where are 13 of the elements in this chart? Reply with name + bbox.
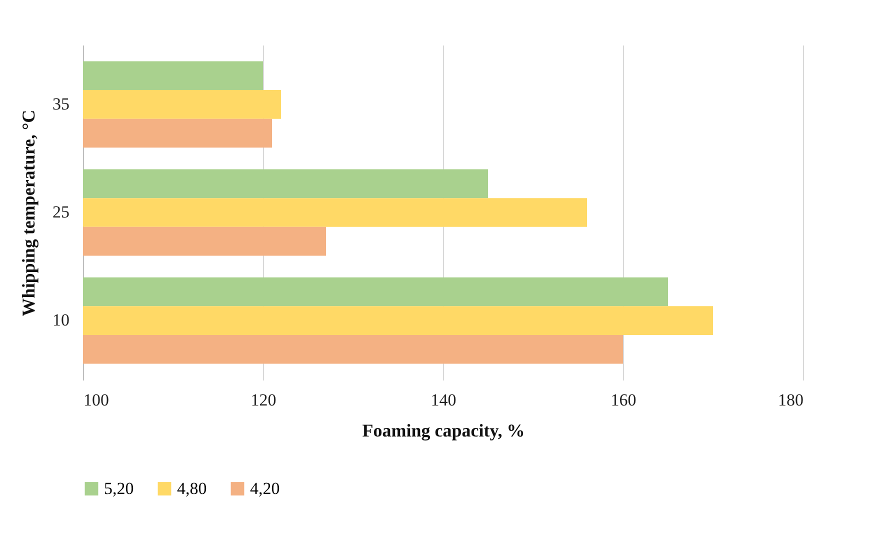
x-tick-label: 180	[778, 390, 804, 410]
x-tick-label: 100	[84, 390, 109, 410]
x-tick-label: 140	[430, 390, 456, 410]
y-axis-title: Whipping temperature, °C	[18, 110, 38, 316]
y-tick-label: 10	[52, 310, 70, 330]
y-tick-label: 25	[52, 202, 70, 222]
x-tick-label: 160	[610, 390, 636, 410]
y-tick-label: 35	[52, 94, 70, 114]
legend-label: 4,20	[250, 478, 280, 498]
legend-label: 5,20	[104, 478, 134, 498]
x-axis-title: Foaming capacity, %	[362, 420, 525, 440]
x-tick-label: 120	[250, 390, 276, 410]
legend-label: 4,80	[177, 478, 207, 498]
